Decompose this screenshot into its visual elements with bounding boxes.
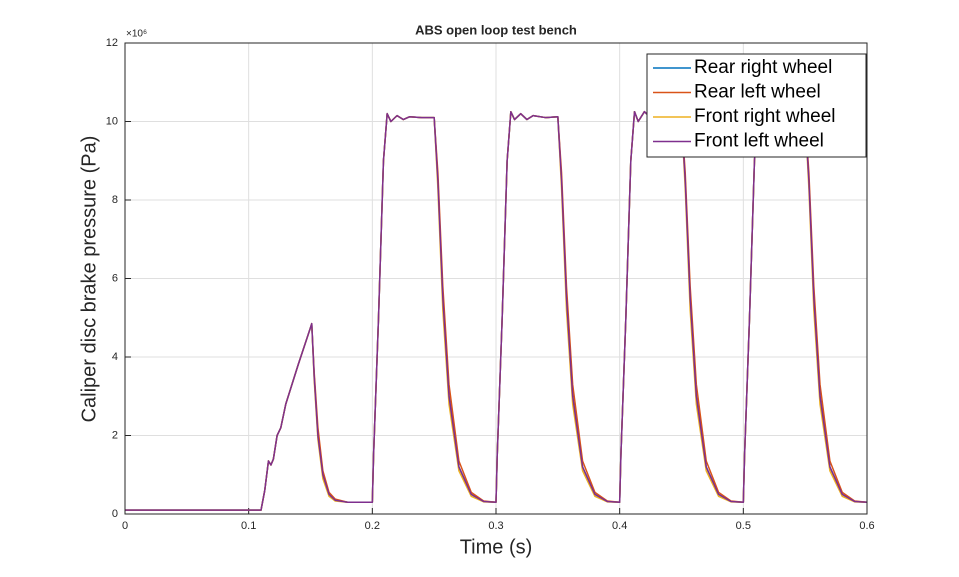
y-tick-label: 8 (112, 194, 118, 206)
x-tick-label: 0.3 (488, 520, 503, 532)
legend-label: Front left wheel (694, 131, 824, 152)
series-line (125, 110, 868, 511)
y-multiplier: ×10⁶ (126, 29, 147, 40)
legend-box (646, 53, 867, 158)
x-tick-label: 0.1 (241, 520, 256, 532)
x-tick-label: 0 (122, 520, 128, 532)
y-tick-label: 2 (112, 429, 118, 441)
x-tick-label: 0.4 (612, 520, 627, 532)
y-tick-label: 0 (112, 508, 118, 520)
y-tick-label: 10 (106, 115, 118, 127)
legend-label: Rear left wheel (694, 82, 821, 103)
y-tick-label: 6 (112, 272, 118, 284)
legend: Rear right wheel Rear left wheel Front rig… (646, 53, 867, 158)
chart-title: ABS open loop test bench (415, 22, 577, 37)
legend-label: Front right wheel (694, 106, 836, 127)
x-tick-label: 0.6 (859, 520, 874, 532)
x-tick-label: 0.5 (736, 520, 751, 532)
y-tick-label: 12 (106, 37, 118, 49)
y-axis-label: Caliper disc brake pressure (Pa) (78, 136, 100, 423)
legend-label: Rear right wheel (694, 57, 832, 78)
x-axis-label: Time (s) (460, 536, 533, 558)
y-tick-label: 4 (112, 351, 118, 363)
axes-box (124, 42, 868, 515)
x-tick-label: 0.2 (365, 520, 380, 532)
